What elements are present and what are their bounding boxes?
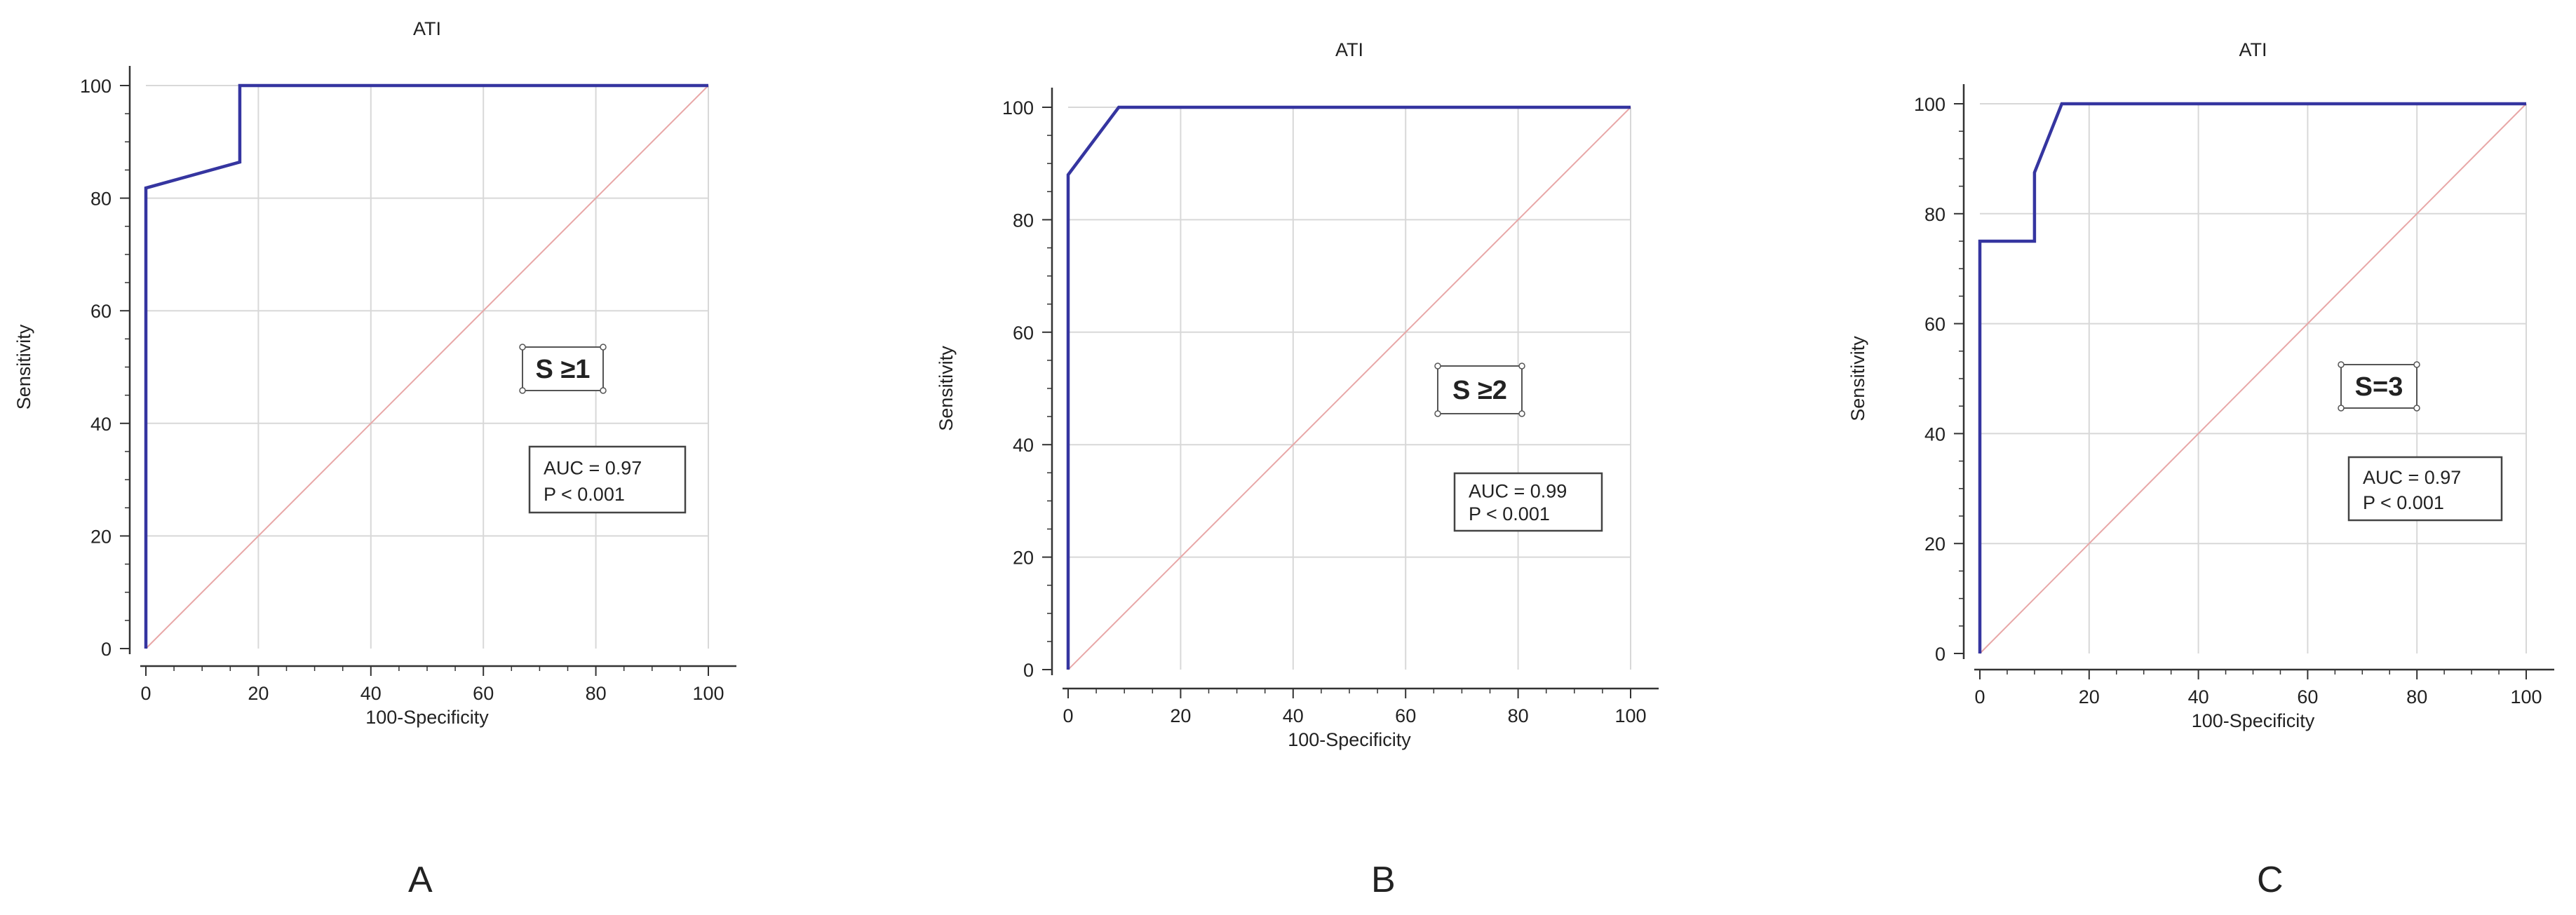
- y-tick-label: 80: [1013, 210, 1034, 231]
- reference-diagonal-line: [1067, 107, 1631, 670]
- selection-handle: [1518, 410, 1525, 417]
- x-tick-label: 60: [1395, 705, 1416, 726]
- y-tick-label: 0: [1935, 644, 1946, 665]
- chart-title: ATI: [2239, 39, 2267, 60]
- x-tick-label: 100: [692, 683, 724, 704]
- y-axis-label: Sensitivity: [1847, 336, 1868, 421]
- y-tick-label: 60: [90, 301, 112, 322]
- x-tick-label: 100: [1614, 705, 1646, 726]
- p-value: P < 0.001: [1469, 503, 1550, 524]
- roc-panel-a: 0 20 40 60 80 100 0 20 40 60 80 100 100-Specificity S…: [13, 18, 736, 728]
- y-tick-label: 40: [1924, 423, 1946, 445]
- y-tick-label: 40: [1013, 435, 1034, 456]
- p-value: P < 0.001: [2363, 492, 2444, 513]
- y-tick-label: 20: [90, 526, 112, 547]
- p-value: P < 0.001: [544, 484, 625, 505]
- auc-value: AUC = 0.97: [2363, 467, 2461, 488]
- x-tick-label: 20: [248, 683, 269, 704]
- reference-diagonal-line: [145, 85, 709, 649]
- selection-handle: [1518, 362, 1525, 370]
- y-tick-label: 40: [90, 414, 112, 435]
- selection-handle: [519, 344, 526, 351]
- x-tick-label: 0: [1063, 705, 1073, 726]
- x-tick-label: 80: [586, 683, 607, 704]
- auc-value: AUC = 0.97: [544, 457, 642, 478]
- y-axis-label: Sensitivity: [936, 346, 957, 431]
- selection-handle: [1434, 410, 1441, 417]
- y-tick-label: 100: [1002, 97, 1034, 118]
- auc-value: AUC = 0.99: [1469, 480, 1567, 501]
- chart-title: ATI: [413, 18, 441, 39]
- condition-label-box: [522, 346, 604, 391]
- y-tick-label: 80: [90, 189, 112, 210]
- panel-label-a: A: [408, 860, 433, 900]
- y-tick-label: 0: [1023, 660, 1034, 681]
- roc-curve: [144, 83, 708, 649]
- roc-panel-c: 0 20 40 60 80 100 0 20 40 60 80 100 100-Specificity S…: [1847, 39, 2554, 731]
- y-tick-label: 20: [1013, 548, 1034, 569]
- x-tick-label: 40: [360, 683, 382, 704]
- roc-panel-b: 0 20 40 60 80 100 0 20 40 60 80 100 100-Specificity S…: [936, 39, 1659, 750]
- condition-label-box: [1437, 365, 1523, 414]
- y-tick-label: 100: [1914, 94, 1946, 115]
- x-tick-label: 60: [473, 683, 494, 704]
- selection-handle: [600, 387, 607, 394]
- condition-label: S=3: [2355, 372, 2403, 402]
- roc-curve: [1066, 105, 1631, 670]
- x-axis-label: 100-Specificity: [2192, 710, 2315, 731]
- selection-handle: [600, 344, 607, 351]
- y-tick-label: 80: [1924, 204, 1946, 225]
- condition-label: S ≥1: [536, 355, 591, 384]
- x-axis-label: 100-Specificity: [1288, 729, 1411, 750]
- y-tick-label: 0: [101, 639, 112, 660]
- auc-info-box: [2347, 456, 2503, 522]
- condition-label-box: [2340, 364, 2417, 409]
- x-tick-label: 20: [1170, 705, 1191, 726]
- x-tick-label: 80: [2406, 686, 2427, 707]
- x-tick-label: 40: [2188, 686, 2209, 707]
- y-axis-label: Sensitivity: [13, 324, 34, 409]
- y-tick-label: 60: [1924, 314, 1946, 335]
- x-tick-label: 60: [2297, 686, 2318, 707]
- x-tick-label: 80: [1508, 705, 1529, 726]
- chart-title: ATI: [1335, 39, 1363, 60]
- condition-label: S ≥2: [1452, 376, 1507, 405]
- panel-label-c: C: [2257, 860, 2284, 900]
- x-tick-label: 40: [1283, 705, 1304, 726]
- x-tick-label: 20: [2079, 686, 2100, 707]
- selection-handle: [519, 387, 526, 394]
- x-tick-label: 0: [1974, 686, 1985, 707]
- x-axis-label: 100-Specificity: [365, 707, 489, 728]
- auc-info-box: [528, 445, 687, 514]
- auc-info-box: [1453, 472, 1603, 532]
- selection-handle: [2338, 361, 2345, 368]
- roc-curve: [1978, 102, 2526, 653]
- reference-diagonal-line: [1979, 103, 2527, 654]
- x-tick-label: 100: [2510, 686, 2542, 707]
- selection-handle: [2413, 405, 2420, 412]
- y-tick-label: 100: [80, 76, 112, 97]
- selection-handle: [2338, 405, 2345, 412]
- panel-label-b: B: [1371, 860, 1396, 900]
- selection-handle: [2413, 361, 2420, 368]
- y-tick-label: 60: [1013, 323, 1034, 344]
- selection-handle: [1434, 362, 1441, 370]
- x-tick-label: 0: [140, 683, 151, 704]
- y-tick-label: 20: [1924, 534, 1946, 555]
